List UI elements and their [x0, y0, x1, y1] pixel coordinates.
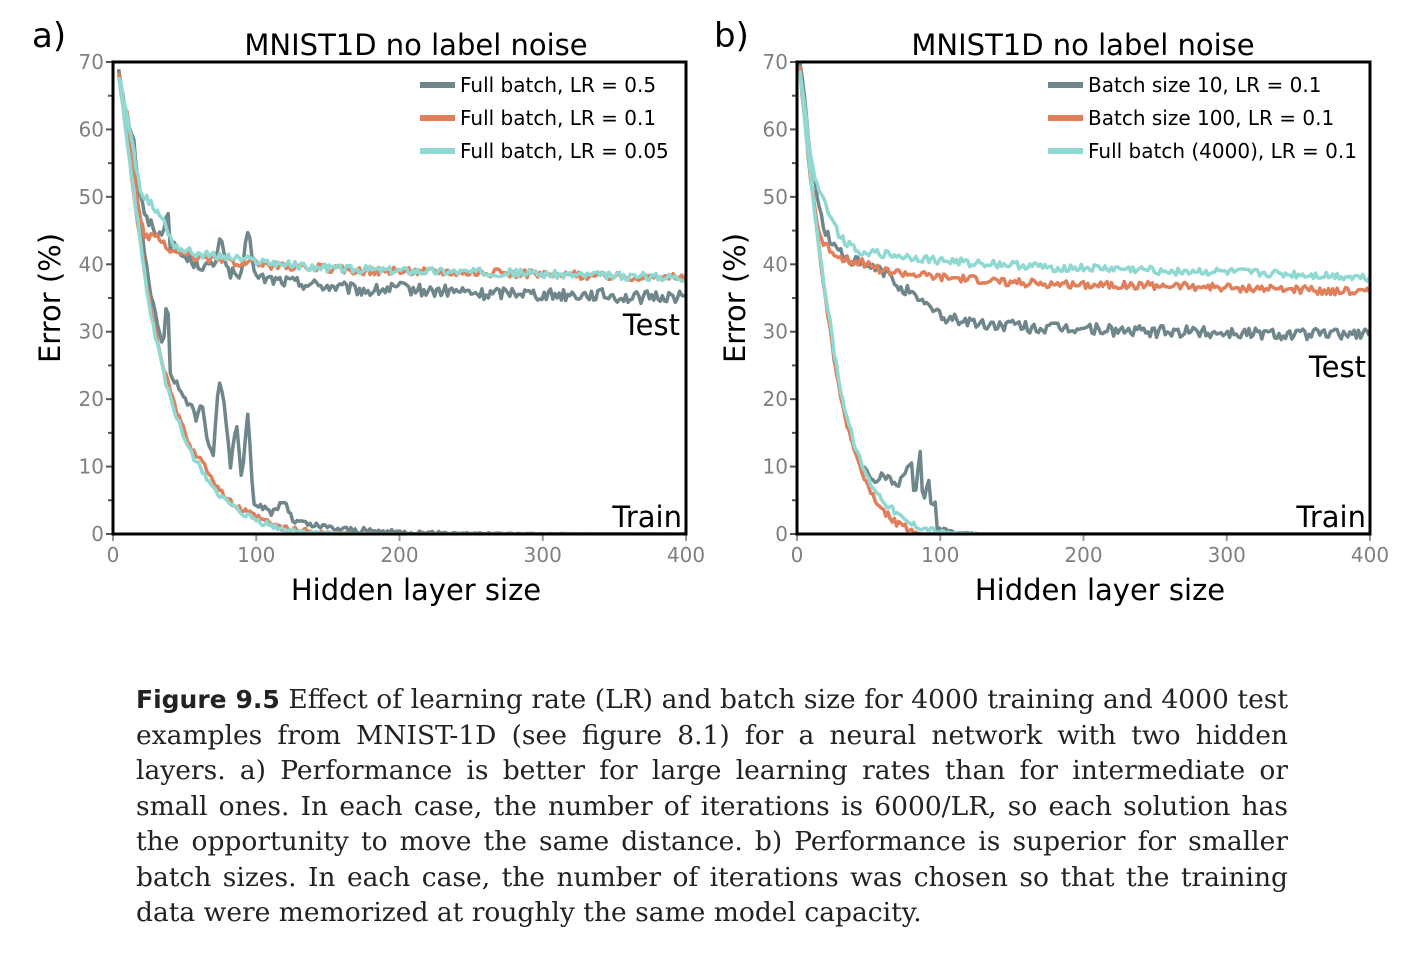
- y-tick-label: 70: [79, 50, 104, 74]
- figure: a) MNIST1D no label noise 0 10 20 30 40 50 60 7…: [32, 16, 1389, 607]
- y-tick-label: 60: [763, 117, 788, 141]
- panel-a-y-ticks: 0 10 20 30 40 50 60 70: [79, 50, 113, 546]
- y-tick-label: 20: [79, 387, 104, 411]
- legend-label: Full batch, LR = 0.05: [460, 139, 669, 163]
- series-0-train-line: [798, 62, 1370, 534]
- panel-b-y-ticks: 0 10 20 30 40 50 60 70: [763, 50, 797, 546]
- legend-label: Batch size 100, LR = 0.1: [1088, 106, 1334, 130]
- panel-a-annotation-train: Train: [611, 500, 682, 534]
- y-tick-label: 30: [79, 320, 104, 344]
- x-tick-label: 300: [1208, 543, 1246, 567]
- panel-b-xlabel: Hidden layer size: [975, 573, 1225, 607]
- series-2-train-line: [798, 70, 1370, 534]
- series-2-test-line: [798, 70, 1370, 283]
- legend-label: Full batch, LR = 0.5: [460, 73, 656, 97]
- panel-a-label: a): [32, 16, 66, 56]
- figure-number: Figure 9.5: [136, 685, 280, 714]
- panel-b-title: MNIST1D no label noise: [911, 28, 1254, 62]
- x-tick-label: 100: [921, 543, 959, 567]
- x-tick-label: 300: [524, 543, 562, 567]
- panel-a-title: MNIST1D no label noise: [244, 28, 587, 62]
- x-tick-label: 100: [237, 543, 275, 567]
- y-tick-label: 40: [763, 252, 788, 276]
- panel-b-annotation-test: Test: [1308, 350, 1366, 384]
- figure-caption: Figure 9.5 Effect of learning rate (LR) …: [136, 682, 1288, 931]
- panel-b-legend: Batch size 10, LR = 0.1 Batch size 100, L…: [1048, 73, 1357, 163]
- panel-a: a) MNIST1D no label noise 0 10 20 30 40 50 60 7…: [32, 16, 705, 607]
- x-tick-label: 400: [1351, 543, 1389, 567]
- legend-label: Full batch, LR = 0.1: [460, 106, 656, 130]
- y-tick-label: 50: [763, 185, 788, 209]
- x-tick-label: 0: [791, 543, 804, 567]
- y-tick-label: 10: [763, 455, 788, 479]
- series-1-test-line: [116, 72, 686, 283]
- x-tick-label: 400: [667, 543, 705, 567]
- y-tick-label: 20: [763, 387, 788, 411]
- panel-a-frame: [111, 60, 688, 536]
- y-tick-label: 10: [79, 455, 104, 479]
- panel-b-ylabel: Error (%): [718, 233, 752, 363]
- y-tick-label: 70: [763, 50, 788, 74]
- x-tick-label: 200: [1064, 543, 1102, 567]
- panel-b-label: b): [714, 16, 749, 56]
- series-0-test-line: [798, 62, 1370, 342]
- legend-label: Full batch (4000), LR = 0.1: [1088, 139, 1357, 163]
- series-1-train-line: [798, 66, 1370, 534]
- y-tick-label: 0: [775, 522, 788, 546]
- panel-b-curves: [798, 62, 1370, 534]
- y-tick-label: 30: [763, 320, 788, 344]
- series-1-test-line: [798, 66, 1370, 297]
- x-tick-label: 200: [380, 543, 418, 567]
- caption-text: Effect of learning rate (LR) and batch s…: [136, 684, 1288, 928]
- panel-b-annotation-train: Train: [1295, 500, 1366, 534]
- y-tick-label: 40: [79, 252, 104, 276]
- series-2-train-line: [116, 76, 686, 534]
- panel-b-frame: [795, 60, 1372, 536]
- series-2-test-line: [117, 76, 686, 283]
- panel-b-x-ticks: 0 100 200 300 400: [791, 534, 1389, 567]
- legend-label: Batch size 10, LR = 0.1: [1088, 73, 1321, 97]
- y-tick-label: 60: [79, 117, 104, 141]
- panel-a-xlabel: Hidden layer size: [291, 573, 541, 607]
- x-tick-label: 0: [107, 543, 120, 567]
- series-0-test-line: [116, 69, 686, 306]
- series-1-train-line: [116, 72, 686, 534]
- y-tick-label: 50: [79, 185, 104, 209]
- panel-b: b) MNIST1D no label noise 0 10 20 30 40 50 60 7…: [714, 16, 1389, 607]
- panel-a-annotation-test: Test: [622, 308, 680, 342]
- y-tick-label: 0: [91, 522, 104, 546]
- panel-a-legend: Full batch, LR = 0.5 Full batch, LR = 0.1…: [420, 73, 669, 163]
- panel-a-ylabel: Error (%): [33, 233, 67, 363]
- panel-a-x-ticks: 0 100 200 300 400: [107, 534, 705, 567]
